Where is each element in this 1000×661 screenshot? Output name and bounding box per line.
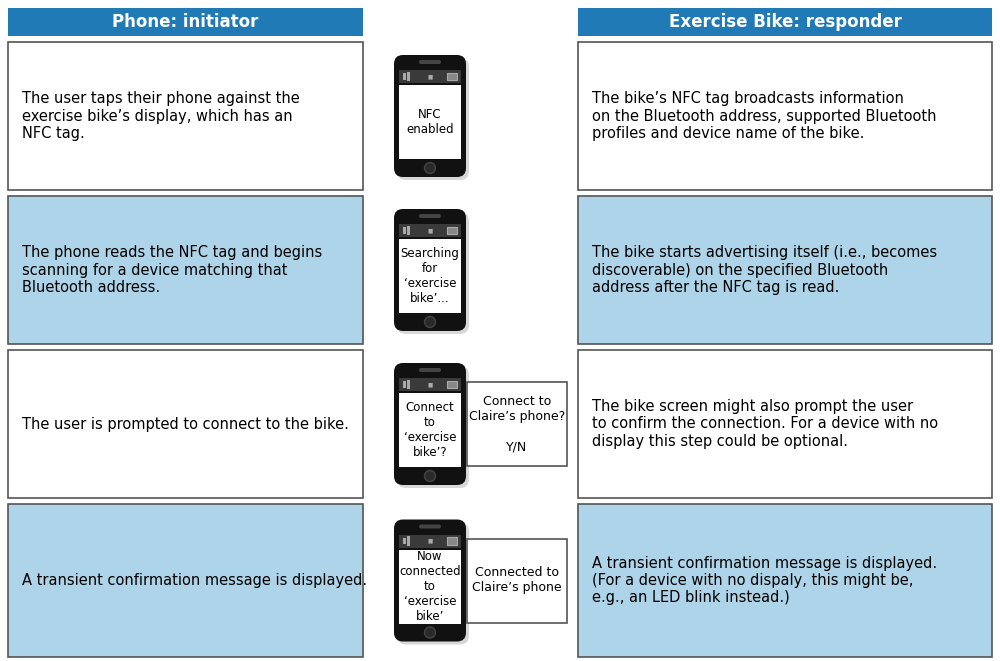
FancyBboxPatch shape bbox=[397, 366, 469, 488]
Bar bbox=[578, 8, 992, 36]
Bar bbox=[467, 382, 567, 466]
Text: ■: ■ bbox=[427, 382, 433, 387]
Text: Phone: initiator: Phone: initiator bbox=[112, 13, 259, 31]
Text: A transient confirmation message is displayed.: A transient confirmation message is disp… bbox=[22, 573, 367, 588]
Text: Now
connected
to
‘exercise
bike’: Now connected to ‘exercise bike’ bbox=[399, 550, 461, 623]
FancyBboxPatch shape bbox=[419, 214, 441, 218]
Bar bbox=[403, 73, 406, 80]
Bar bbox=[8, 8, 363, 36]
Bar bbox=[407, 71, 410, 81]
FancyBboxPatch shape bbox=[394, 55, 466, 177]
Bar bbox=[407, 379, 410, 389]
Text: Connect to
Claire’s phone?

Y/N: Connect to Claire’s phone? Y/N bbox=[469, 395, 565, 453]
Bar bbox=[447, 227, 457, 235]
Text: The phone reads the NFC tag and begins
scanning for a device matching that
Bluet: The phone reads the NFC tag and begins s… bbox=[22, 245, 322, 295]
Text: A transient confirmation message is displayed.
(For a device with no dispaly, th: A transient confirmation message is disp… bbox=[592, 556, 937, 605]
Bar bbox=[578, 42, 992, 190]
Text: The user taps their phone against the
exercise bike’s display, which has an
NFC : The user taps their phone against the ex… bbox=[22, 91, 300, 141]
Bar bbox=[578, 350, 992, 498]
Circle shape bbox=[424, 471, 436, 481]
Text: NFC
enabled: NFC enabled bbox=[406, 108, 454, 136]
Text: The user is prompted to connect to the bike.: The user is prompted to connect to the b… bbox=[22, 416, 349, 432]
Bar bbox=[447, 537, 457, 545]
Text: The bike’s NFC tag broadcasts information
on the Bluetooth address, supported Bl: The bike’s NFC tag broadcasts informatio… bbox=[592, 91, 936, 141]
Bar bbox=[447, 73, 457, 81]
Circle shape bbox=[424, 163, 436, 173]
Bar bbox=[8, 504, 363, 657]
FancyBboxPatch shape bbox=[394, 209, 466, 331]
FancyBboxPatch shape bbox=[419, 60, 441, 64]
Bar bbox=[399, 378, 461, 391]
FancyBboxPatch shape bbox=[397, 212, 469, 334]
FancyBboxPatch shape bbox=[394, 520, 466, 641]
FancyBboxPatch shape bbox=[397, 58, 469, 180]
FancyBboxPatch shape bbox=[419, 368, 441, 372]
Bar bbox=[407, 536, 410, 546]
Bar bbox=[407, 225, 410, 235]
Bar bbox=[447, 381, 457, 389]
Bar bbox=[399, 239, 461, 313]
Text: ■: ■ bbox=[427, 74, 433, 79]
Bar bbox=[403, 227, 406, 234]
Text: Exercise Bike: responder: Exercise Bike: responder bbox=[669, 13, 901, 31]
Text: The bike screen might also prompt the user
to confirm the connection. For a devi: The bike screen might also prompt the us… bbox=[592, 399, 938, 449]
Text: ■: ■ bbox=[427, 539, 433, 543]
Bar bbox=[399, 85, 461, 159]
Bar bbox=[403, 538, 406, 544]
Bar bbox=[8, 196, 363, 344]
Text: Connected to
Claire’s phone: Connected to Claire’s phone bbox=[472, 566, 562, 594]
Bar bbox=[399, 393, 461, 467]
Bar bbox=[578, 196, 992, 344]
Bar bbox=[578, 504, 992, 657]
Bar bbox=[399, 224, 461, 237]
Circle shape bbox=[424, 627, 436, 638]
Text: The bike starts advertising itself (i.e., becomes
discoverable) on the specified: The bike starts advertising itself (i.e.… bbox=[592, 245, 937, 295]
FancyBboxPatch shape bbox=[394, 363, 466, 485]
Bar bbox=[399, 549, 461, 623]
Text: ■: ■ bbox=[427, 228, 433, 233]
Text: Searching
for
‘exercise
bike’...: Searching for ‘exercise bike’... bbox=[401, 247, 459, 305]
FancyBboxPatch shape bbox=[419, 524, 441, 529]
Bar bbox=[467, 539, 567, 623]
Bar bbox=[403, 381, 406, 388]
Bar bbox=[399, 535, 461, 547]
Circle shape bbox=[424, 317, 436, 327]
Bar bbox=[8, 350, 363, 498]
Text: Connect
to
‘exercise
bike’?: Connect to ‘exercise bike’? bbox=[404, 401, 456, 459]
FancyBboxPatch shape bbox=[397, 522, 469, 644]
Bar bbox=[8, 42, 363, 190]
Bar bbox=[399, 70, 461, 83]
